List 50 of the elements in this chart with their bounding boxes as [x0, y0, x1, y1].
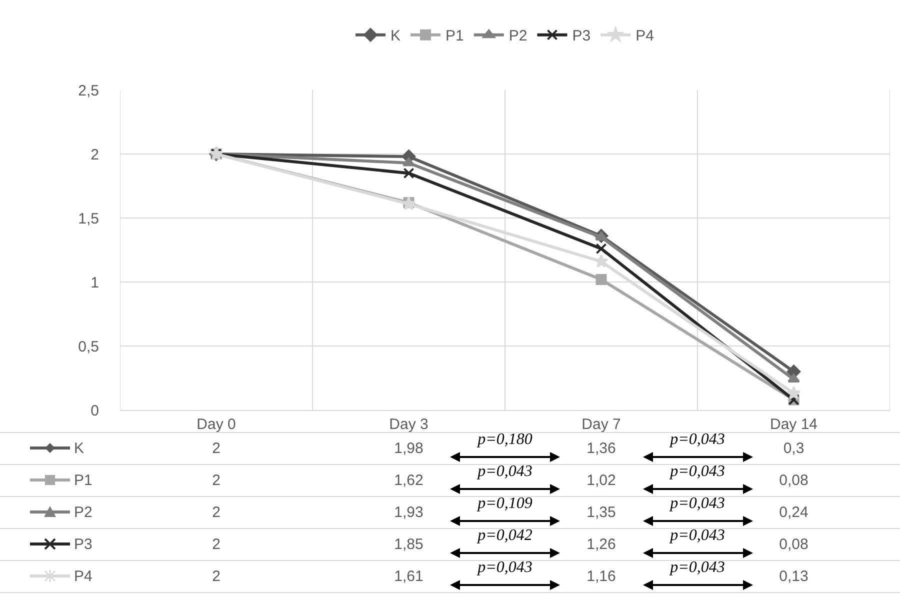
legend-label: P3: [572, 28, 591, 45]
text: p=0,109: [476, 495, 534, 513]
y-tick-label: 2: [90, 146, 99, 164]
data-label: 1,02: [586, 472, 616, 489]
text: K: [74, 440, 84, 457]
legend-label: P4: [636, 28, 654, 45]
data-label: 2: [211, 471, 222, 491]
text: p=0,043: [476, 463, 534, 481]
text: P4: [74, 568, 92, 585]
data-label: 1,61: [394, 568, 424, 585]
data-label: 0,24: [779, 504, 808, 521]
data-label: 1,36: [586, 440, 616, 457]
data-label: 2: [211, 567, 222, 587]
text: P2: [74, 504, 92, 521]
data-label: 1,26: [586, 536, 616, 553]
x-tick-label: Day 0: [196, 416, 236, 433]
text: p=0,043: [668, 463, 726, 481]
data-label: 1,93: [394, 504, 424, 521]
text: P1: [74, 472, 92, 489]
data-label: 2: [211, 439, 222, 459]
data-label: 0,13: [779, 568, 808, 585]
data-label: 1,62: [394, 472, 424, 489]
text: p=0,180: [476, 431, 534, 449]
text: p=0,043: [668, 527, 726, 545]
data-label: 1,16: [586, 568, 616, 585]
data-label: 1,35: [586, 504, 616, 521]
x-tick-label: Day 7: [582, 416, 621, 433]
y-tick-label: 0: [90, 402, 99, 420]
legend-label: P1: [446, 28, 464, 45]
legend-label: K: [390, 28, 401, 45]
x-tick-label: Day 3: [389, 416, 428, 433]
legend-label: P2: [508, 28, 528, 45]
text: P3: [74, 536, 92, 553]
text: p=0,043: [668, 495, 726, 513]
data-label: 2: [211, 535, 222, 555]
text: p=0,042: [476, 527, 534, 545]
text: p=0,043: [668, 559, 726, 577]
y-tick-label: 2,5: [78, 82, 99, 100]
data-label: 0,08: [779, 472, 808, 489]
y-tick-label: 1: [90, 274, 99, 292]
y-tick-label: 1,5: [78, 210, 99, 228]
data-label: 1,85: [394, 536, 424, 553]
text: p=0,043: [476, 559, 534, 577]
data-label: 0,3: [783, 440, 804, 457]
x-tick-label: Day 14: [770, 416, 818, 433]
text: p=0,043: [668, 431, 726, 449]
y-tick-label: 0,5: [78, 338, 99, 356]
data-label: 0,08: [779, 536, 808, 553]
data-label: 2: [211, 503, 222, 523]
data-label: 1,98: [394, 440, 424, 457]
